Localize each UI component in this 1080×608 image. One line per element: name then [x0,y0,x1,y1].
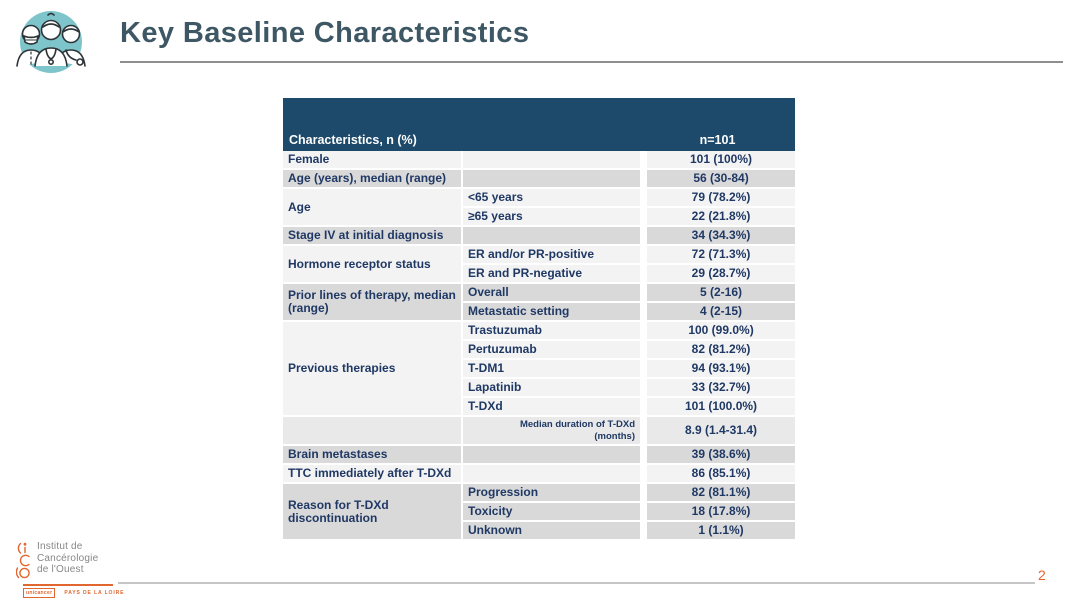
table-row: T-DM1 94 (93.1%) [283,360,796,379]
table-cell-label: Prior lines of therapy, median (range) [283,284,463,322]
table-cell-value: 22 (21.8%) [640,208,796,227]
table-cell-sublabel: ER and/or PR-positive [463,246,641,265]
table-cell-sublabel: Lapatinib [463,379,641,398]
institute-name-line: Cancérologie [37,552,99,564]
table-row: Unknown 1 (1.1%) [283,522,796,541]
table-cell-label: Previous therapies [283,322,463,417]
table-cell-sublabel [463,170,641,189]
table-cell-sublabel: T-DXd [463,398,641,417]
table-cell-value: 18 (17.8%) [640,503,796,522]
footer-line [118,582,1035,584]
table-cell-value: 82 (81.2%) [640,341,796,360]
table-cell-value: 100 (99.0%) [640,322,796,341]
table-row: Female 101 (100%) [283,151,796,170]
table-row: Hormone receptor status ER and/or PR-posi… [283,246,796,284]
table-cell-sublabel: Toxicity [463,503,641,522]
table-cell-value: 33 (32.7%) [640,379,796,398]
page-number: 2 [1038,567,1046,583]
table-cell-label [283,417,463,446]
ico-logo-badges: unicancer PAYS DE LA LOIRE [23,588,124,598]
table-row: ER and PR-negative 29 (28.7%) [283,265,796,284]
table-row: Stage IV at initial diagnosis 34 (34.3%) [283,227,796,246]
table-cell-value: 82 (81.1%) [640,484,796,503]
table-row: Lapatinib 33 (32.7%) [283,379,796,398]
table-cell-sublabel [463,151,641,170]
table-row: Age (years), median (range) 56 (30-84) [283,170,796,189]
table-header-row: Characteristics, n (%) n=101 [283,98,796,151]
ico-logo-mark [16,542,30,579]
table-row: Brain metastases 39 (38.6%) [283,446,796,465]
table-row: Prior lines of therapy, median (range) Ov… [283,284,796,322]
table-cell-sublabel: Metastatic setting [463,303,641,322]
baseline-characteristics-table: Characteristics, n (%) n=101 Female 101 (… [283,98,796,541]
table-cell-label: Hormone receptor status [283,246,463,284]
table-cell-value: 4 (2-15) [640,303,796,322]
table-cell-label: Stage IV at initial diagnosis [283,227,463,246]
table-cell-value: 5 (2-16) [640,284,796,303]
table-cell-value: 56 (30-84) [640,170,796,189]
table-cell-value: 94 (93.1%) [640,360,796,379]
table-cell-sublabel: Trastuzumab [463,322,641,341]
table-row: Age <65 years 79 (78.2%) [283,189,796,227]
table-header-label: Characteristics, n (%) [283,98,641,151]
table-cell-value: 39 (38.6%) [640,446,796,465]
table-cell-sublabel: Median duration of T-DXd (months) [463,417,641,446]
table-cell-sublabel: Unknown [463,522,641,541]
table-body: Female 101 (100%) Age (years), median (ran… [283,151,796,541]
table-cell-label: Reason for T-DXd discontinuation [283,484,463,541]
table-row: Toxicity 18 (17.8%) [283,503,796,522]
unicancer-badge: unicancer [23,588,56,598]
table-cell-value: 79 (78.2%) [640,189,796,208]
table-row: T-DXd 101 (100.0%) [283,398,796,417]
table-row: Median duration of T-DXd (months) 8.9 (1.… [283,417,796,446]
table-cell-label: Age [283,189,463,227]
institute-name-line: de l'Ouest [37,564,84,575]
institute-name-line: Institut de [37,541,83,552]
table-cell-sublabel: Progression [463,484,641,503]
table-cell-sublabel: ER and PR-negative [463,265,641,284]
table-cell-sublabel: ≥65 years [463,208,641,227]
medical-team-icon [16,11,86,73]
table-cell-value: 8.9 (1.4-31.4) [640,417,796,446]
table-cell-value: 29 (28.7%) [640,265,796,284]
table-cell-sublabel: Pertuzumab [463,341,641,360]
table-row: Pertuzumab 82 (81.2%) [283,341,796,360]
table-cell-label: Female [283,151,463,170]
table-cell-sublabel: Overall [463,284,641,303]
table-cell-sublabel [463,465,641,484]
table-cell-label: Brain metastases [283,446,463,465]
table-row: TTC immediately after T-DXd 86 (85.1%) [283,465,796,484]
table-cell-label: Age (years), median (range) [283,170,463,189]
table-cell-value: 101 (100.0%) [640,398,796,417]
table-cell-sublabel [463,227,641,246]
table-cell-value: 34 (34.3%) [640,227,796,246]
table-row: ≥65 years 22 (21.8%) [283,208,796,227]
ico-logo-rule [23,584,113,586]
table-cell-sublabel: <65 years [463,189,641,208]
page-title: Key Baseline Characteristics [120,17,530,49]
table-cell-sublabel: T-DM1 [463,360,641,379]
table-cell-value: 101 (100%) [640,151,796,170]
table-header-value: n=101 [640,98,796,151]
table-cell-value: 1 (1.1%) [640,522,796,541]
table-cell-sublabel [463,446,641,465]
table-cell-label: TTC immediately after T-DXd [283,465,463,484]
institute-name: Institut de Cancérologie de l'Ouest [37,541,98,579]
region-label: PAYS DE LA LOIRE [64,590,125,596]
ico-logo: Institut de Cancérologie de l'Ouest [16,541,98,579]
table-row: Previous therapies Trastuzumab 100 (99.0%) [283,322,796,417]
title-underline [120,61,1063,63]
table-row: Reason for T-DXd discontinuation Progress… [283,484,796,541]
table-cell-value: 86 (85.1%) [640,465,796,484]
table-cell-value: 72 (71.3%) [640,246,796,265]
table-row: Metastatic setting 4 (2-15) [283,303,796,322]
